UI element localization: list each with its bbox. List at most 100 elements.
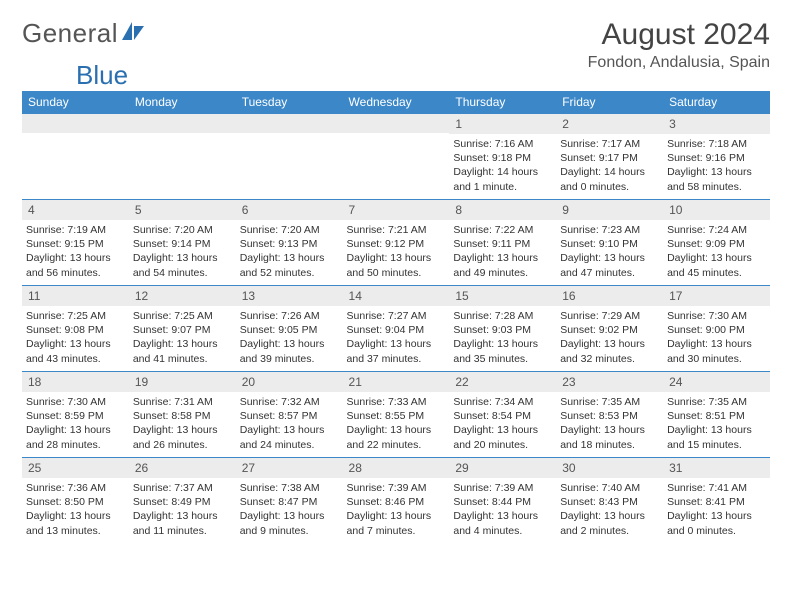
calendar-day: 19Sunrise: 7:31 AMSunset: 8:58 PMDayligh… (129, 372, 236, 458)
weekday-header: Tuesday (236, 91, 343, 114)
day-number: 13 (236, 286, 343, 306)
calendar-day-empty (22, 114, 129, 200)
day-details: Sunrise: 7:36 AMSunset: 8:50 PMDaylight:… (22, 478, 129, 542)
day-number: 14 (343, 286, 450, 306)
calendar-week-row: 18Sunrise: 7:30 AMSunset: 8:59 PMDayligh… (22, 372, 770, 458)
day-number: 5 (129, 200, 236, 220)
calendar-day: 11Sunrise: 7:25 AMSunset: 9:08 PMDayligh… (22, 286, 129, 372)
day-number: 26 (129, 458, 236, 478)
calendar-table: SundayMondayTuesdayWednesdayThursdayFrid… (22, 91, 770, 544)
logo: General (22, 18, 148, 49)
day-details: Sunrise: 7:24 AMSunset: 9:09 PMDaylight:… (663, 220, 770, 284)
calendar-day: 29Sunrise: 7:39 AMSunset: 8:44 PMDayligh… (449, 458, 556, 544)
day-number: 17 (663, 286, 770, 306)
calendar-week-row: 4Sunrise: 7:19 AMSunset: 9:15 PMDaylight… (22, 200, 770, 286)
day-details: Sunrise: 7:25 AMSunset: 9:07 PMDaylight:… (129, 306, 236, 370)
day-details: Sunrise: 7:30 AMSunset: 9:00 PMDaylight:… (663, 306, 770, 370)
day-number: 9 (556, 200, 663, 220)
day-number: 22 (449, 372, 556, 392)
calendar-day-empty (129, 114, 236, 200)
calendar-day: 28Sunrise: 7:39 AMSunset: 8:46 PMDayligh… (343, 458, 450, 544)
calendar-day: 22Sunrise: 7:34 AMSunset: 8:54 PMDayligh… (449, 372, 556, 458)
day-number: 10 (663, 200, 770, 220)
calendar-day: 8Sunrise: 7:22 AMSunset: 9:11 PMDaylight… (449, 200, 556, 286)
day-details: Sunrise: 7:17 AMSunset: 9:17 PMDaylight:… (556, 134, 663, 198)
weekday-header: Friday (556, 91, 663, 114)
day-details: Sunrise: 7:39 AMSunset: 8:44 PMDaylight:… (449, 478, 556, 542)
calendar-day: 18Sunrise: 7:30 AMSunset: 8:59 PMDayligh… (22, 372, 129, 458)
calendar-day: 2Sunrise: 7:17 AMSunset: 9:17 PMDaylight… (556, 114, 663, 200)
day-number: 1 (449, 114, 556, 134)
calendar-day: 9Sunrise: 7:23 AMSunset: 9:10 PMDaylight… (556, 200, 663, 286)
day-details: Sunrise: 7:39 AMSunset: 8:46 PMDaylight:… (343, 478, 450, 542)
calendar-body: 1Sunrise: 7:16 AMSunset: 9:18 PMDaylight… (22, 114, 770, 544)
day-details: Sunrise: 7:30 AMSunset: 8:59 PMDaylight:… (22, 392, 129, 456)
day-details: Sunrise: 7:26 AMSunset: 9:05 PMDaylight:… (236, 306, 343, 370)
day-number: 16 (556, 286, 663, 306)
day-details: Sunrise: 7:35 AMSunset: 8:51 PMDaylight:… (663, 392, 770, 456)
day-details: Sunrise: 7:38 AMSunset: 8:47 PMDaylight:… (236, 478, 343, 542)
calendar-day: 10Sunrise: 7:24 AMSunset: 9:09 PMDayligh… (663, 200, 770, 286)
day-details: Sunrise: 7:19 AMSunset: 9:15 PMDaylight:… (22, 220, 129, 284)
weekday-header: Thursday (449, 91, 556, 114)
day-details: Sunrise: 7:28 AMSunset: 9:03 PMDaylight:… (449, 306, 556, 370)
calendar-day: 31Sunrise: 7:41 AMSunset: 8:41 PMDayligh… (663, 458, 770, 544)
day-details: Sunrise: 7:41 AMSunset: 8:41 PMDaylight:… (663, 478, 770, 542)
day-number: 28 (343, 458, 450, 478)
day-details: Sunrise: 7:21 AMSunset: 9:12 PMDaylight:… (343, 220, 450, 284)
day-number: 12 (129, 286, 236, 306)
day-number: 20 (236, 372, 343, 392)
day-details: Sunrise: 7:29 AMSunset: 9:02 PMDaylight:… (556, 306, 663, 370)
calendar-day: 20Sunrise: 7:32 AMSunset: 8:57 PMDayligh… (236, 372, 343, 458)
day-number: 8 (449, 200, 556, 220)
day-details: Sunrise: 7:32 AMSunset: 8:57 PMDaylight:… (236, 392, 343, 456)
weekday-header: Wednesday (343, 91, 450, 114)
day-details: Sunrise: 7:18 AMSunset: 9:16 PMDaylight:… (663, 134, 770, 198)
day-number: 21 (343, 372, 450, 392)
day-number: 7 (343, 200, 450, 220)
calendar-day: 24Sunrise: 7:35 AMSunset: 8:51 PMDayligh… (663, 372, 770, 458)
weekday-header: Monday (129, 91, 236, 114)
day-details: Sunrise: 7:34 AMSunset: 8:54 PMDaylight:… (449, 392, 556, 456)
day-details: Sunrise: 7:31 AMSunset: 8:58 PMDaylight:… (129, 392, 236, 456)
day-number: 6 (236, 200, 343, 220)
day-details: Sunrise: 7:27 AMSunset: 9:04 PMDaylight:… (343, 306, 450, 370)
day-number: 27 (236, 458, 343, 478)
calendar-day-empty (343, 114, 450, 200)
calendar-day: 1Sunrise: 7:16 AMSunset: 9:18 PMDaylight… (449, 114, 556, 200)
weekday-header: Saturday (663, 91, 770, 114)
logo-word2: Blue (76, 60, 128, 90)
day-number: 15 (449, 286, 556, 306)
calendar-day: 5Sunrise: 7:20 AMSunset: 9:14 PMDaylight… (129, 200, 236, 286)
day-number: 18 (22, 372, 129, 392)
calendar-week-row: 1Sunrise: 7:16 AMSunset: 9:18 PMDaylight… (22, 114, 770, 200)
day-number (22, 114, 129, 133)
day-details: Sunrise: 7:33 AMSunset: 8:55 PMDaylight:… (343, 392, 450, 456)
day-number: 31 (663, 458, 770, 478)
calendar-day: 30Sunrise: 7:40 AMSunset: 8:43 PMDayligh… (556, 458, 663, 544)
day-number (343, 114, 450, 133)
calendar-day: 15Sunrise: 7:28 AMSunset: 9:03 PMDayligh… (449, 286, 556, 372)
day-details: Sunrise: 7:40 AMSunset: 8:43 PMDaylight:… (556, 478, 663, 542)
day-number: 23 (556, 372, 663, 392)
calendar-day: 3Sunrise: 7:18 AMSunset: 9:16 PMDaylight… (663, 114, 770, 200)
day-number: 25 (22, 458, 129, 478)
calendar-day: 6Sunrise: 7:20 AMSunset: 9:13 PMDaylight… (236, 200, 343, 286)
day-details: Sunrise: 7:25 AMSunset: 9:08 PMDaylight:… (22, 306, 129, 370)
day-details: Sunrise: 7:16 AMSunset: 9:18 PMDaylight:… (449, 134, 556, 198)
calendar-day: 21Sunrise: 7:33 AMSunset: 8:55 PMDayligh… (343, 372, 450, 458)
calendar-day: 13Sunrise: 7:26 AMSunset: 9:05 PMDayligh… (236, 286, 343, 372)
day-number: 30 (556, 458, 663, 478)
calendar-day: 26Sunrise: 7:37 AMSunset: 8:49 PMDayligh… (129, 458, 236, 544)
calendar-day: 4Sunrise: 7:19 AMSunset: 9:15 PMDaylight… (22, 200, 129, 286)
weekday-header-row: SundayMondayTuesdayWednesdayThursdayFrid… (22, 91, 770, 114)
calendar-week-row: 25Sunrise: 7:36 AMSunset: 8:50 PMDayligh… (22, 458, 770, 544)
day-details: Sunrise: 7:20 AMSunset: 9:13 PMDaylight:… (236, 220, 343, 284)
month-title: August 2024 (588, 18, 770, 52)
day-number: 3 (663, 114, 770, 134)
calendar-day: 14Sunrise: 7:27 AMSunset: 9:04 PMDayligh… (343, 286, 450, 372)
day-number: 4 (22, 200, 129, 220)
day-details: Sunrise: 7:37 AMSunset: 8:49 PMDaylight:… (129, 478, 236, 542)
day-details: Sunrise: 7:22 AMSunset: 9:11 PMDaylight:… (449, 220, 556, 284)
day-number: 19 (129, 372, 236, 392)
